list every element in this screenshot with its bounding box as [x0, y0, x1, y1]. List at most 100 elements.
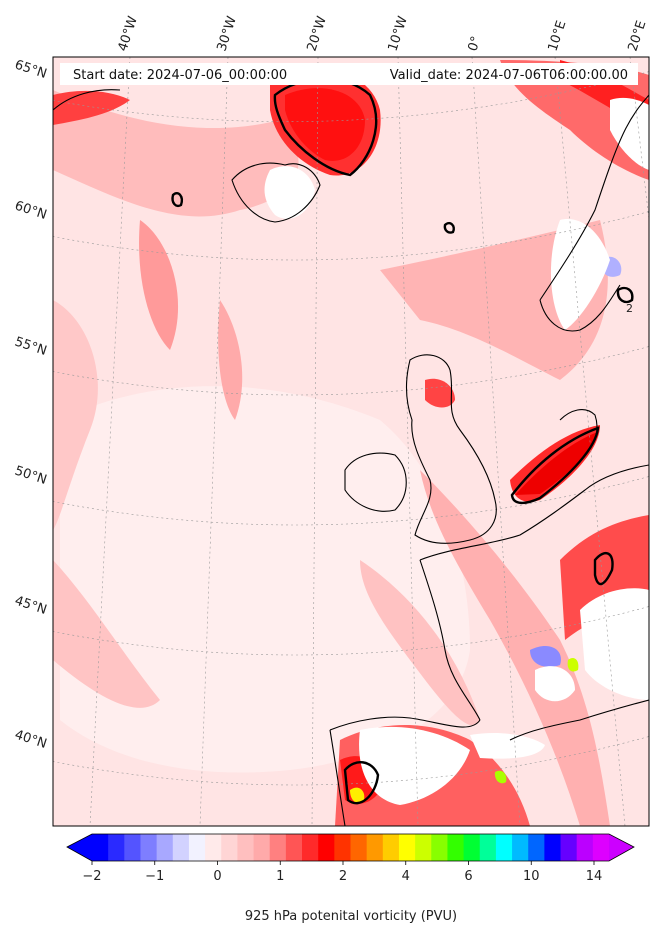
contour-norway [616, 286, 634, 304]
lat-label: 50°N [13, 464, 49, 488]
coast-biscay [419, 559, 481, 721]
colorbar-extend-min [67, 834, 92, 861]
lon-label: 40°W [116, 14, 141, 53]
map-frame [52, 56, 650, 827]
pv-streak-a [139, 220, 179, 350]
pv-core-iceland [285, 88, 365, 161]
mask-norway [550, 219, 610, 330]
pv-field: 2 Start date: 2024-07-06_00:00:00 Valid_… [53, 57, 649, 826]
coast-norway [539, 94, 649, 301]
mask-iberia [359, 726, 470, 805]
colorbar-cell [318, 834, 335, 861]
colorbar-cell [237, 834, 255, 861]
colorbar-title: 925 hPa potenital vorticity (PVU) [245, 909, 457, 924]
gridline-lon-10w [397, 57, 419, 826]
mask-iceland [264, 166, 315, 219]
contour-iberia [343, 761, 380, 805]
contour-label-2: 2 [626, 302, 633, 315]
coast-mediterranean [509, 699, 649, 741]
gridline-lat-60 [53, 211, 649, 261]
colorbar-cell [495, 834, 513, 861]
lon-label: 20°E [626, 19, 650, 53]
lon-label: 0° [466, 35, 485, 54]
colorbar-cell [269, 834, 287, 861]
colorbar-cell [479, 834, 497, 861]
pv-streak-b [218, 300, 243, 420]
colorbar-extend-max [609, 834, 634, 861]
lat-label: 60°N [13, 199, 49, 223]
gridline-lon-10e [554, 57, 626, 826]
contour-alps [593, 551, 614, 586]
lon-label: 20°W [305, 14, 330, 53]
pv-max-alps [567, 658, 579, 672]
colorbar-tick-label: 1 [276, 869, 284, 884]
gridline-lat-50 [53, 476, 649, 526]
colorbar-cell [447, 834, 465, 861]
longitude-labels: 40°W 30°W 20°W 10°W 0° 10°E 20°E [116, 14, 650, 53]
lat-label: 55°N [13, 335, 49, 359]
colorbar-cell [253, 834, 271, 861]
lat-label: 65°N [13, 58, 49, 82]
pv-max-iberia [350, 787, 365, 803]
colorbar-cell [544, 834, 562, 861]
pv-negative-italy [530, 645, 561, 667]
colorbar-cell [188, 834, 206, 861]
mask-italy [535, 666, 575, 702]
colorbar-cell [285, 834, 303, 861]
pv-band-north [53, 90, 299, 217]
colorbar: −2 −1 0 1 2 4 6 10 14 925 hPa potenital vorticit… [66, 833, 635, 924]
gridline-lat-65 [53, 71, 649, 122]
colorbar-cell [350, 834, 368, 861]
contour-atlantic [171, 192, 183, 208]
colorbar-cell [512, 834, 529, 861]
mask-sweden [610, 97, 649, 170]
gridline-lon-40w [89, 57, 131, 826]
contour-north-sea [443, 221, 455, 234]
lat-label: 45°N [13, 594, 49, 618]
colorbar-cell [156, 834, 174, 861]
contour-denmark [510, 426, 600, 505]
pv-band-france [420, 470, 610, 826]
colorbar-cells [92, 834, 610, 861]
colorbar-tick-label: −2 [82, 869, 101, 884]
pv-band-biscay [360, 560, 480, 726]
colorbar-cell [205, 834, 222, 861]
coast-portugal [329, 729, 346, 826]
colorbar-cell [302, 834, 319, 861]
gridline-lon-20w [311, 57, 319, 826]
pv-high-greenland [53, 90, 130, 125]
colorbar-cell [560, 834, 578, 861]
header-band [60, 63, 638, 85]
colorbar-cell [108, 834, 125, 861]
latitude-labels: 65°N 60°N 55°N 50°N 45°N 40°N [13, 58, 49, 752]
coast-iceland [231, 162, 321, 223]
coast-france-north [419, 464, 649, 561]
colorbar-ticks: −2 −1 0 1 2 4 6 10 14 [82, 861, 602, 884]
coast-iberia-north [329, 716, 481, 731]
colorbar-cell [382, 834, 400, 861]
gridline-lat-55 [53, 346, 649, 396]
colorbar-tick-label: −1 [145, 869, 164, 884]
colorbar-cell [576, 834, 594, 861]
mask-pyrenees [470, 733, 545, 759]
coast-norway-south [539, 284, 621, 332]
colorbar-cell [398, 834, 416, 861]
colorbar-cell [431, 834, 449, 861]
colorbar-tick-label: 14 [586, 869, 603, 884]
valid-date-label: Valid_date: 2024-07-06T06:00:00.00 [390, 68, 628, 83]
colorbar-cell [528, 834, 545, 861]
coast-greenland [53, 89, 121, 111]
lon-label: 10°E [546, 19, 570, 53]
colorbar-cell [92, 834, 109, 861]
gridline-lon-0 [471, 57, 521, 826]
coast-ireland [344, 452, 407, 512]
colorbar-cell [124, 834, 142, 861]
pale-atlantic-zone [60, 386, 470, 773]
pv-core-denmark [515, 432, 598, 495]
start-date-label: Start date: 2024-07-06_00:00:00 [73, 68, 287, 83]
colorbar-cell [334, 834, 352, 861]
colorbar-cell [592, 834, 610, 861]
lon-label: 30°W [215, 14, 240, 53]
coastlines [53, 89, 649, 826]
